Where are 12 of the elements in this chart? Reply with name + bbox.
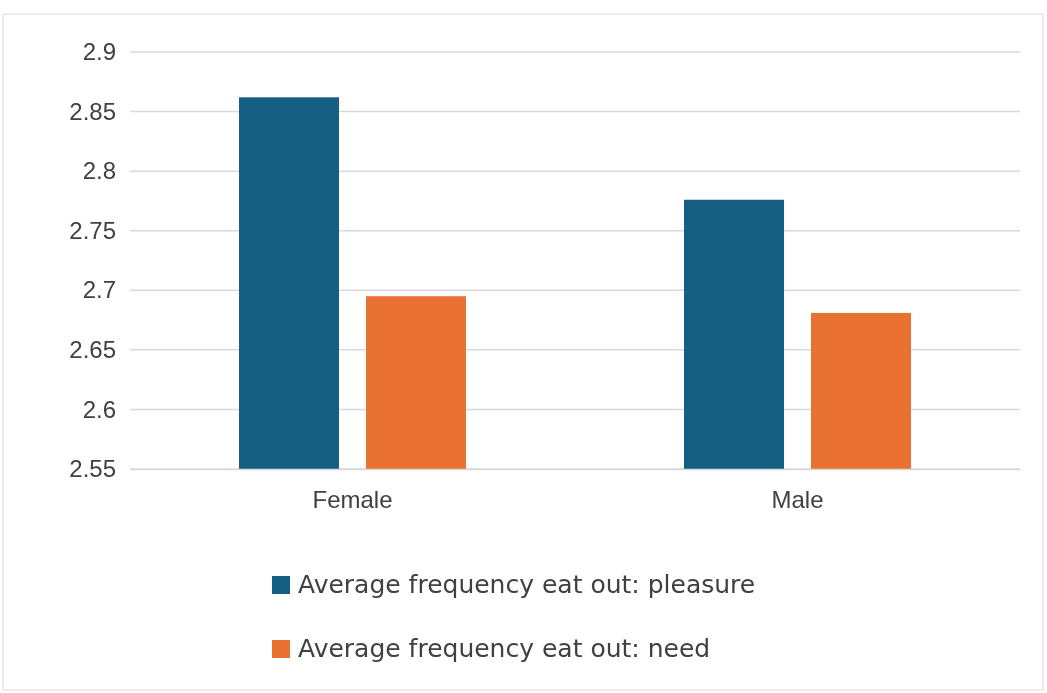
y-tick-label: 2.55 — [69, 455, 116, 483]
legend-label: Average frequency eat out: pleasure — [298, 570, 756, 599]
y-tick-label: 2.6 — [82, 395, 116, 423]
y-tick-label: 2.75 — [69, 216, 116, 244]
x-tick-label: Male — [771, 486, 824, 514]
y-tick-label: 2.85 — [69, 97, 116, 125]
x-tick-label: Female — [312, 486, 393, 514]
y-tick-label: 2.65 — [69, 336, 116, 364]
y-tick-label: 2.9 — [82, 38, 116, 66]
legend-label: Average frequency eat out: need — [298, 634, 711, 663]
y-tick-label: 2.7 — [82, 276, 116, 304]
y-tick-label: 2.8 — [82, 157, 116, 185]
